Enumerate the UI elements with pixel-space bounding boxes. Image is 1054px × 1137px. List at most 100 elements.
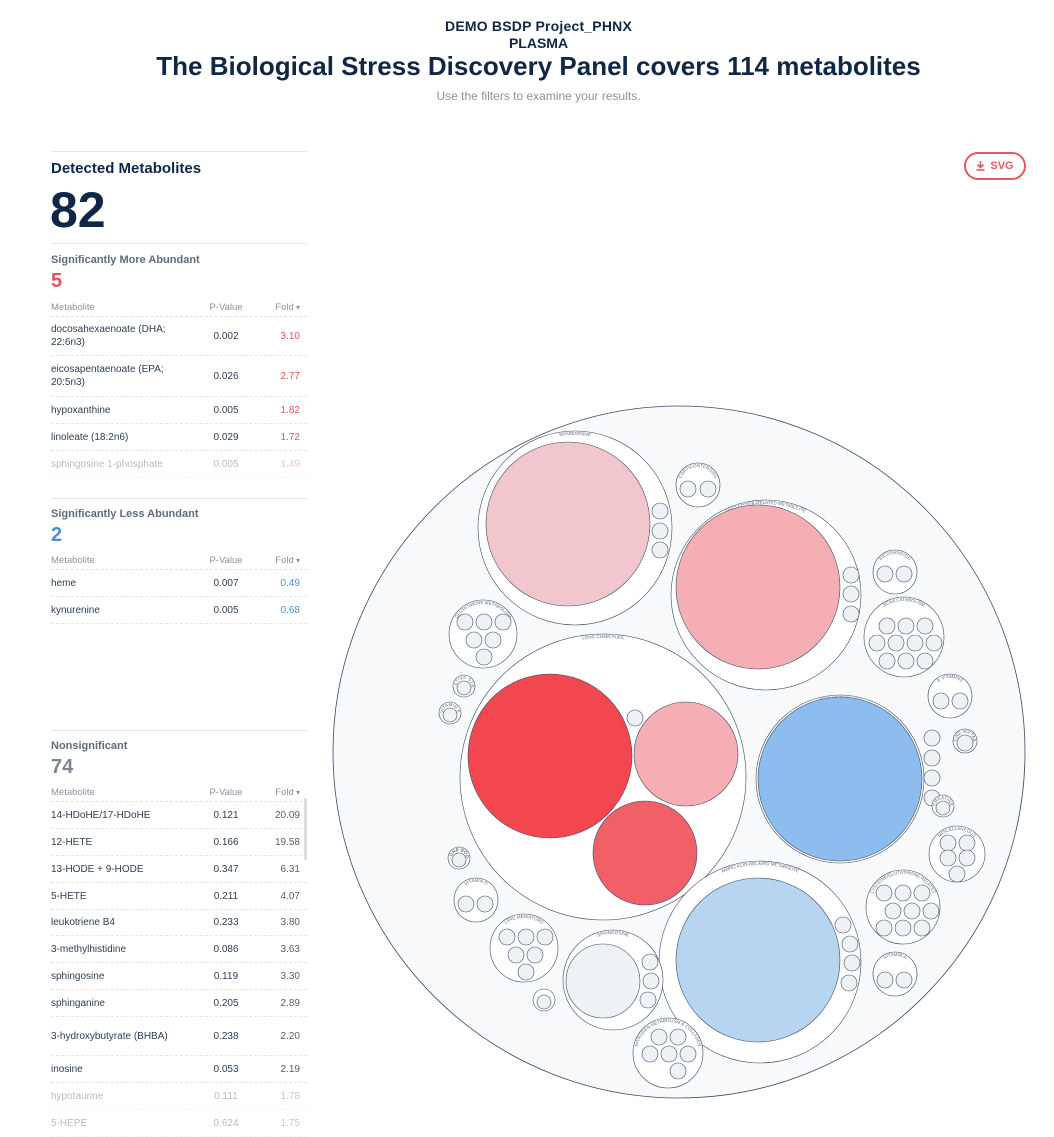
metabolite-bubble[interactable] bbox=[494, 613, 512, 631]
metabolite-bubble[interactable] bbox=[517, 928, 535, 946]
metabolite-bubble[interactable] bbox=[922, 902, 940, 920]
metabolite-bubble[interactable] bbox=[913, 884, 931, 902]
metabolite-bubble[interactable] bbox=[536, 928, 554, 946]
metabolite-bubble[interactable] bbox=[887, 634, 905, 652]
metabolite-bubble[interactable] bbox=[536, 994, 552, 1010]
metabolite-bubble[interactable] bbox=[679, 1045, 697, 1063]
column-pvalue[interactable]: P-Value bbox=[209, 301, 243, 313]
metabolite-bubble-up[interactable] bbox=[675, 504, 841, 670]
metabolite-bubble[interactable] bbox=[842, 566, 860, 584]
column-metabolite[interactable]: Metabolite bbox=[51, 786, 95, 798]
metabolite-bubble[interactable] bbox=[650, 1028, 668, 1046]
metabolite-bubble[interactable] bbox=[868, 634, 886, 652]
table-row[interactable]: docosahexaenoate (DHA; 22:6n3) 0.002 3.10 bbox=[51, 317, 307, 356]
less-abundant-title[interactable]: Significantly Less Abundant bbox=[51, 508, 199, 520]
metabolite-bubble[interactable] bbox=[923, 749, 941, 767]
metabolite-bubble[interactable] bbox=[834, 916, 852, 934]
metabolite-bubble[interactable] bbox=[841, 935, 859, 953]
metabolite-bubble[interactable] bbox=[894, 884, 912, 902]
metabolite-bubble[interactable] bbox=[639, 991, 657, 1009]
metabolite-bubble-up[interactable] bbox=[633, 701, 739, 807]
column-metabolite[interactable]: Metabolite bbox=[51, 301, 95, 313]
table-row[interactable]: hypoxanthine 0.005 1.82 bbox=[51, 397, 307, 424]
metabolite-bubble[interactable] bbox=[897, 652, 915, 670]
table-row[interactable]: heme 0.007 0.49 bbox=[51, 570, 307, 597]
table-row[interactable]: sphingosine 0.119 3.30 bbox=[51, 963, 307, 990]
metabolite-bubble[interactable] bbox=[651, 541, 669, 559]
metabolite-bubble[interactable] bbox=[948, 865, 966, 883]
cluster-circle[interactable] bbox=[872, 549, 918, 595]
column-pvalue[interactable]: P-Value bbox=[209, 786, 243, 798]
table-row[interactable]: 3-hydroxybutyrate (BHBA) 0.238 2.20 bbox=[51, 1017, 307, 1056]
metabolite-bubble[interactable] bbox=[451, 852, 467, 868]
metabolite-bubble[interactable] bbox=[456, 613, 474, 631]
table-row[interactable]: hypotaurine 0.111 1.78 bbox=[51, 1083, 307, 1110]
metabolite-bubble[interactable] bbox=[517, 963, 535, 981]
metabolite-bubble[interactable] bbox=[894, 919, 912, 937]
column-metabolite[interactable]: Metabolite bbox=[51, 554, 95, 566]
metabolite-bubble[interactable] bbox=[878, 617, 896, 635]
metabolite-bubble[interactable] bbox=[507, 946, 525, 964]
metabolite-bubble[interactable] bbox=[475, 648, 493, 666]
metabolite-bubble[interactable] bbox=[884, 902, 902, 920]
metabolite-bubble-up[interactable] bbox=[485, 441, 651, 607]
metabolite-bubble[interactable] bbox=[842, 605, 860, 623]
table-row[interactable]: 5-HETE 0.211 4.07 bbox=[51, 883, 307, 910]
download-svg-button[interactable]: SVG bbox=[964, 152, 1026, 180]
metabolite-bubble[interactable] bbox=[651, 522, 669, 540]
table-row[interactable]: linoleate (18:2n6) 0.029 1.72 bbox=[51, 424, 307, 451]
metabolite-bubble[interactable] bbox=[456, 680, 472, 696]
metabolite-bubble[interactable] bbox=[641, 953, 659, 971]
metabolite-bubble[interactable] bbox=[906, 634, 924, 652]
metabolite-bubble[interactable] bbox=[565, 943, 641, 1019]
table-row[interactable]: kynurenine 0.005 0.68 bbox=[51, 597, 307, 624]
metabolite-bubble[interactable] bbox=[642, 972, 660, 990]
metabolite-bubble[interactable] bbox=[484, 631, 502, 649]
metabolite-bubble[interactable] bbox=[876, 565, 894, 583]
metabolite-bubble[interactable] bbox=[669, 1062, 687, 1080]
metabolite-bubble-up[interactable] bbox=[592, 800, 698, 906]
metabolite-bubble[interactable] bbox=[842, 585, 860, 603]
metabolite-bubble[interactable] bbox=[925, 634, 943, 652]
metabolite-bubble[interactable] bbox=[465, 631, 483, 649]
metabolite-bubble[interactable] bbox=[932, 692, 950, 710]
more-abundant-title[interactable]: Significantly More Abundant bbox=[51, 254, 200, 266]
metabolite-bubble[interactable] bbox=[526, 946, 544, 964]
column-fold[interactable]: Fold bbox=[256, 302, 306, 313]
column-fold[interactable]: Fold bbox=[256, 555, 306, 566]
metabolite-bubble[interactable] bbox=[956, 734, 974, 752]
nonsignificant-title[interactable]: Nonsignificant bbox=[51, 740, 128, 752]
metabolite-bubble[interactable] bbox=[939, 834, 957, 852]
metabolite-bubble[interactable] bbox=[935, 800, 951, 816]
metabolite-bubble[interactable] bbox=[651, 502, 669, 520]
table-row[interactable]: 13-HODE + 9-HODE 0.347 6.31 bbox=[51, 856, 307, 883]
metabolite-bubble[interactable] bbox=[897, 617, 915, 635]
metabolite-bubble[interactable] bbox=[669, 1028, 687, 1046]
metabolite-bubble[interactable] bbox=[641, 1045, 659, 1063]
metabolite-bubble[interactable] bbox=[913, 919, 931, 937]
metabolite-bubble[interactable] bbox=[660, 1045, 678, 1063]
metabolite-bubble[interactable] bbox=[498, 928, 516, 946]
metabolite-bubble[interactable] bbox=[895, 971, 913, 989]
metabolite-bubble[interactable] bbox=[876, 971, 894, 989]
table-row[interactable]: 3-methylhistidine 0.086 3.63 bbox=[51, 936, 307, 963]
table-row[interactable]: 14-HDoHE/17-HDoHE 0.121 20.09 bbox=[51, 802, 307, 829]
metabolite-bubble[interactable] bbox=[679, 480, 697, 498]
metabolite-bubble[interactable] bbox=[626, 709, 644, 727]
metabolite-bubble[interactable] bbox=[878, 652, 896, 670]
metabolite-bubble[interactable] bbox=[476, 895, 494, 913]
metabolite-bubble[interactable] bbox=[939, 849, 957, 867]
table-row[interactable]: inosine 0.053 2.19 bbox=[51, 1056, 307, 1083]
metabolite-bubble[interactable] bbox=[923, 769, 941, 787]
table-scrollbar[interactable] bbox=[304, 798, 307, 860]
metabolite-bubble[interactable] bbox=[958, 834, 976, 852]
table-row[interactable]: eicosapentaenoate (EPA; 20:5n3) 0.026 2.77 bbox=[51, 356, 307, 397]
column-fold[interactable]: Fold bbox=[256, 787, 306, 798]
metabolite-bubble[interactable] bbox=[916, 652, 934, 670]
metabolite-bubble[interactable] bbox=[951, 692, 969, 710]
metabolite-bubble[interactable] bbox=[442, 707, 458, 723]
table-row[interactable]: sphinganine 0.205 2.89 bbox=[51, 990, 307, 1017]
column-pvalue[interactable]: P-Value bbox=[209, 554, 243, 566]
metabolite-bubble[interactable] bbox=[895, 565, 913, 583]
metabolite-bubble-down[interactable] bbox=[757, 696, 923, 862]
